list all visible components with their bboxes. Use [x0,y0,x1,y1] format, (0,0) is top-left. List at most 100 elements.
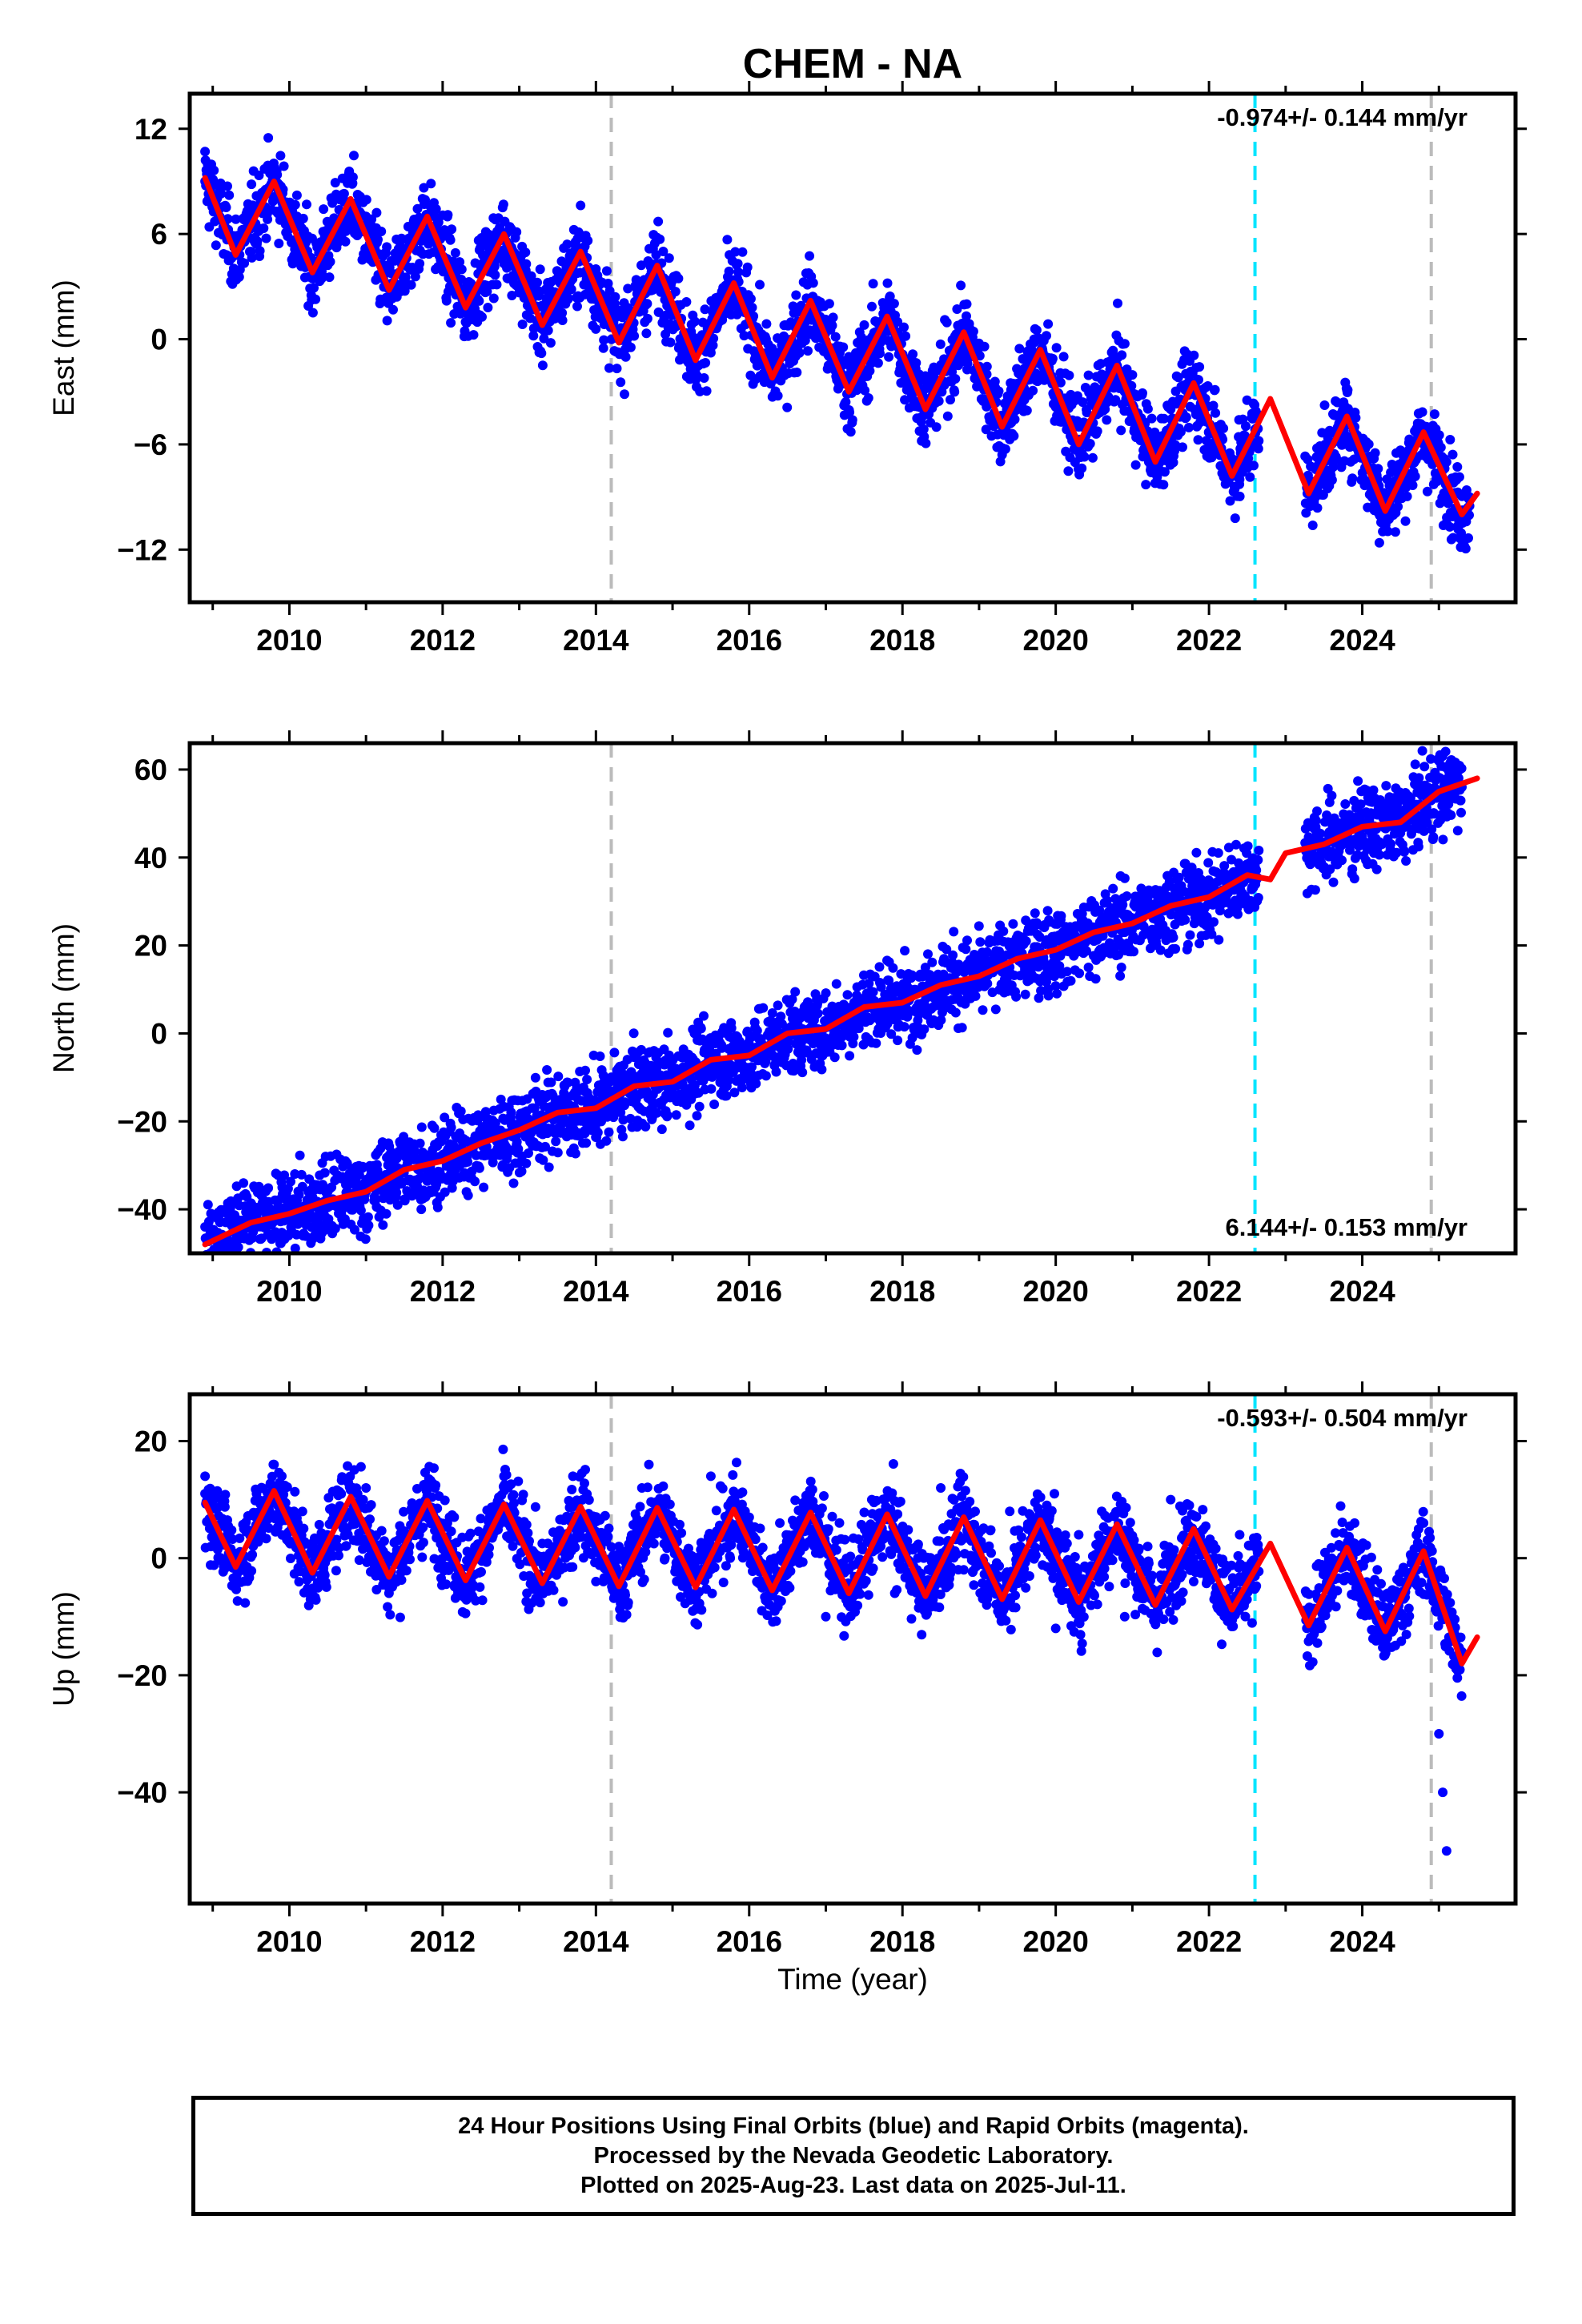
data-point [813,1008,823,1019]
data-point [950,1007,961,1018]
data-point [604,363,614,373]
data-point [477,312,487,322]
data-point [455,257,465,267]
data-point [609,1047,620,1058]
data-point [319,1168,330,1178]
data-point [410,271,420,282]
data-point [962,935,972,946]
data-point [431,204,441,214]
data-point [912,1045,922,1055]
data-point [956,280,966,291]
data-point [853,1023,864,1034]
data-point [591,263,601,274]
data-point [1117,350,1127,360]
data-point [1064,370,1074,380]
data-point [868,987,878,997]
data-point [797,1055,807,1065]
data-point [330,1224,340,1234]
data-point [430,211,440,222]
data-point [400,1196,410,1206]
data-point [576,200,586,211]
data-point [978,1005,988,1015]
data-point [689,1080,700,1091]
data-point [847,415,857,425]
data-point [274,239,284,248]
data-point [1383,526,1393,537]
data-point [466,279,476,288]
data-point [1102,415,1112,425]
data-point [935,339,946,349]
data-point [325,256,335,267]
data-point [1448,533,1458,543]
data-point [979,341,990,352]
data-point [1407,480,1418,490]
data-point [201,1269,211,1279]
data-point [927,957,938,967]
data-point [535,264,545,275]
data-point [1393,501,1403,512]
data-point [790,987,801,997]
data-point [1417,407,1427,417]
model-line-east [202,175,1480,517]
data-point [794,348,805,358]
data-point [1108,345,1118,356]
data-point [583,235,593,246]
data-point [700,304,710,315]
data-point [1444,521,1455,532]
data-point [246,247,256,257]
data-point [267,1258,277,1268]
data-point [474,296,484,306]
data-point [957,1023,967,1033]
data-point [1085,439,1095,448]
data-point [1119,339,1130,349]
data-point [1447,449,1458,460]
data-point [1370,448,1380,458]
data-point [761,1071,771,1081]
data-point [900,395,910,405]
y-tick-label: −12 [117,533,167,566]
data-point [200,1268,210,1277]
data-point [982,361,992,372]
data-point [537,360,548,371]
data-point [990,1004,1001,1015]
data-point [640,1121,651,1132]
data-point [709,1100,720,1109]
data-point [479,1182,489,1192]
data-point [726,1023,737,1033]
data-point [765,1015,776,1026]
data-point [860,385,870,396]
data-point [653,216,664,227]
data-point [450,247,460,258]
data-point [699,1011,709,1021]
data-point [949,927,959,937]
y-tick-label: 12 [135,113,167,146]
data-point [363,1220,374,1231]
data-point [572,301,582,312]
data-point [233,1242,243,1252]
data-point [388,304,398,315]
data-point [307,308,318,318]
rate-label-east: -0.974+/- 0.144 mm/yr [1217,103,1468,131]
data-point [376,227,387,236]
data-point [776,1011,786,1022]
data-point [1327,475,1337,485]
data-point [800,336,810,346]
data-point [900,946,910,956]
data-point [1126,380,1137,391]
data-point [254,171,264,180]
data-point [767,1008,777,1018]
x-tick-label: 2020 [1023,624,1089,657]
data-point [1435,442,1446,452]
data-point [817,1064,827,1075]
data-point [363,1212,373,1222]
data-point [608,1112,619,1123]
x-tick-label: 2014 [563,624,629,657]
data-point [907,970,917,980]
data-point [893,1035,903,1046]
data-point [1074,422,1084,432]
data-point [1158,413,1169,424]
data-point [641,328,652,339]
data-point [1130,460,1141,470]
data-point [952,304,962,314]
data-point [722,235,733,245]
